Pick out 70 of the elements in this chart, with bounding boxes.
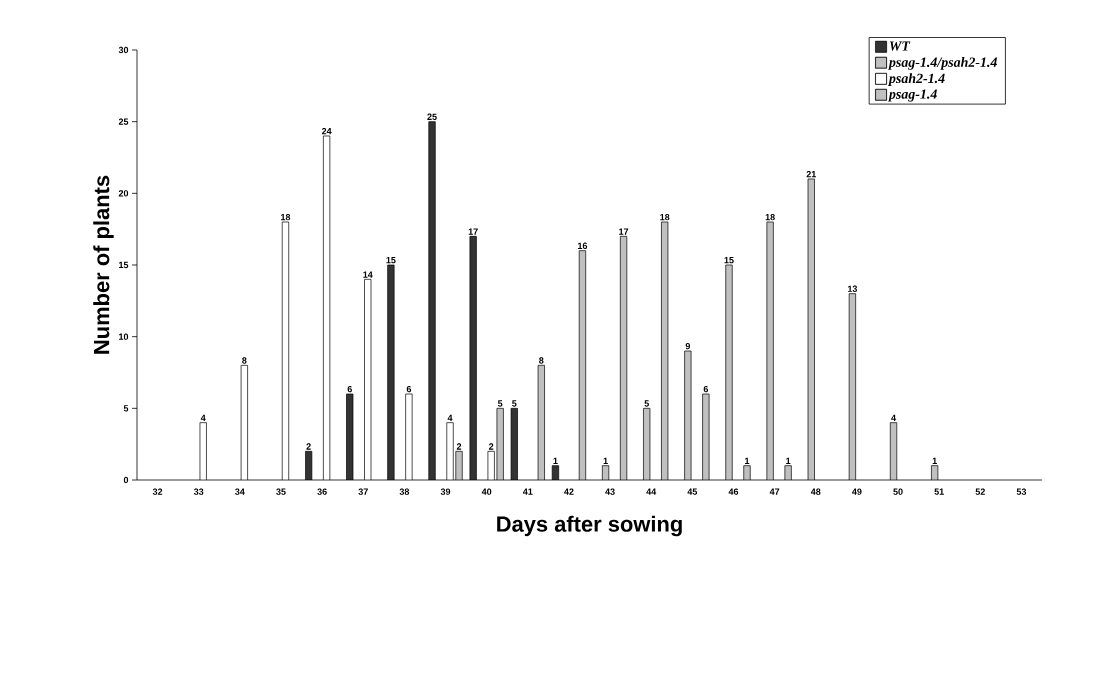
data-label: 2: [456, 443, 462, 450]
x-tick-label: 32: [152, 488, 163, 495]
x-tick-label: 49: [852, 488, 862, 495]
data-label: 18: [765, 213, 775, 221]
x-axis-title: Days after sowing: [497, 515, 682, 537]
legend-label: psag-1.4: [887, 89, 937, 102]
x-tick-label: 41: [522, 488, 533, 495]
data-label: 25: [427, 113, 437, 120]
x-tick-label: 42: [564, 488, 574, 495]
x-tick-label: 37: [358, 488, 368, 495]
data-label: 15: [724, 257, 734, 264]
x-tick-label: 53: [1016, 488, 1027, 495]
x-tick-label: 36: [317, 488, 327, 495]
bar: [725, 264, 733, 480]
data-label: 6: [703, 385, 709, 393]
data-label: 24: [321, 128, 332, 135]
bar: [428, 121, 436, 480]
data-label: 1: [932, 457, 937, 464]
x-tick-label: 40: [481, 488, 492, 495]
x-tick-label: 52: [975, 488, 985, 495]
x-tick-label: 48: [810, 488, 821, 495]
data-label: 21: [806, 171, 816, 178]
legend-label: psah2-1.4: [887, 73, 945, 86]
data-label: 4: [200, 414, 206, 421]
data-label: 9: [685, 342, 691, 350]
data-label: 6: [406, 385, 412, 393]
data-label: 8: [242, 357, 247, 364]
data-label: 1: [603, 457, 608, 464]
data-label: 8: [539, 357, 544, 364]
y-tick-label: 15: [119, 261, 129, 269]
x-tick-label: 35: [276, 488, 286, 495]
y-tick-label: 20: [118, 190, 129, 197]
data-label: 2: [488, 443, 494, 450]
data-label: 14: [363, 271, 373, 278]
y-axis-title: Number of plants: [93, 175, 114, 354]
data-label: 16: [578, 242, 588, 249]
x-tick-label: 34: [235, 488, 245, 495]
x-tick-label: 50: [893, 488, 903, 495]
data-label: 17: [619, 228, 629, 235]
data-label: 5: [512, 400, 517, 407]
data-label: 5: [644, 400, 649, 407]
x-tick-label: 38: [399, 488, 410, 495]
data-label: 2: [306, 443, 311, 450]
y-tick-label: 0: [123, 476, 129, 484]
y-tick-label: 5: [123, 405, 129, 412]
data-label: 1: [553, 457, 558, 464]
x-tick-label: 33: [193, 488, 204, 495]
data-label: 1: [745, 457, 750, 464]
data-label: 18: [281, 213, 291, 221]
y-tick-label: 25: [118, 118, 129, 125]
data-label: 18: [660, 213, 670, 221]
x-tick-label: 45: [687, 488, 698, 495]
x-tick-label: 43: [605, 488, 615, 495]
x-tick-label: 47: [769, 488, 780, 495]
data-label: 17: [468, 228, 478, 235]
x-tick-label: 39: [440, 488, 451, 495]
x-tick-label: 51: [934, 488, 944, 495]
data-label: 1: [786, 457, 791, 464]
data-label: 15: [386, 257, 396, 264]
legend-label: psag-1.4/psah2-1.4: [887, 57, 997, 70]
data-label: 4: [447, 414, 453, 421]
y-tick-label: 30: [118, 46, 129, 54]
data-label: 4: [891, 414, 896, 421]
data-label: 6: [347, 385, 352, 393]
legend-label: WT: [889, 41, 911, 51]
data-label: 5: [497, 400, 503, 407]
x-tick-label: 44: [646, 488, 657, 495]
data-label: 13: [847, 285, 858, 292]
x-tick-label: 46: [728, 488, 739, 495]
y-tick-label: 10: [119, 333, 129, 340]
